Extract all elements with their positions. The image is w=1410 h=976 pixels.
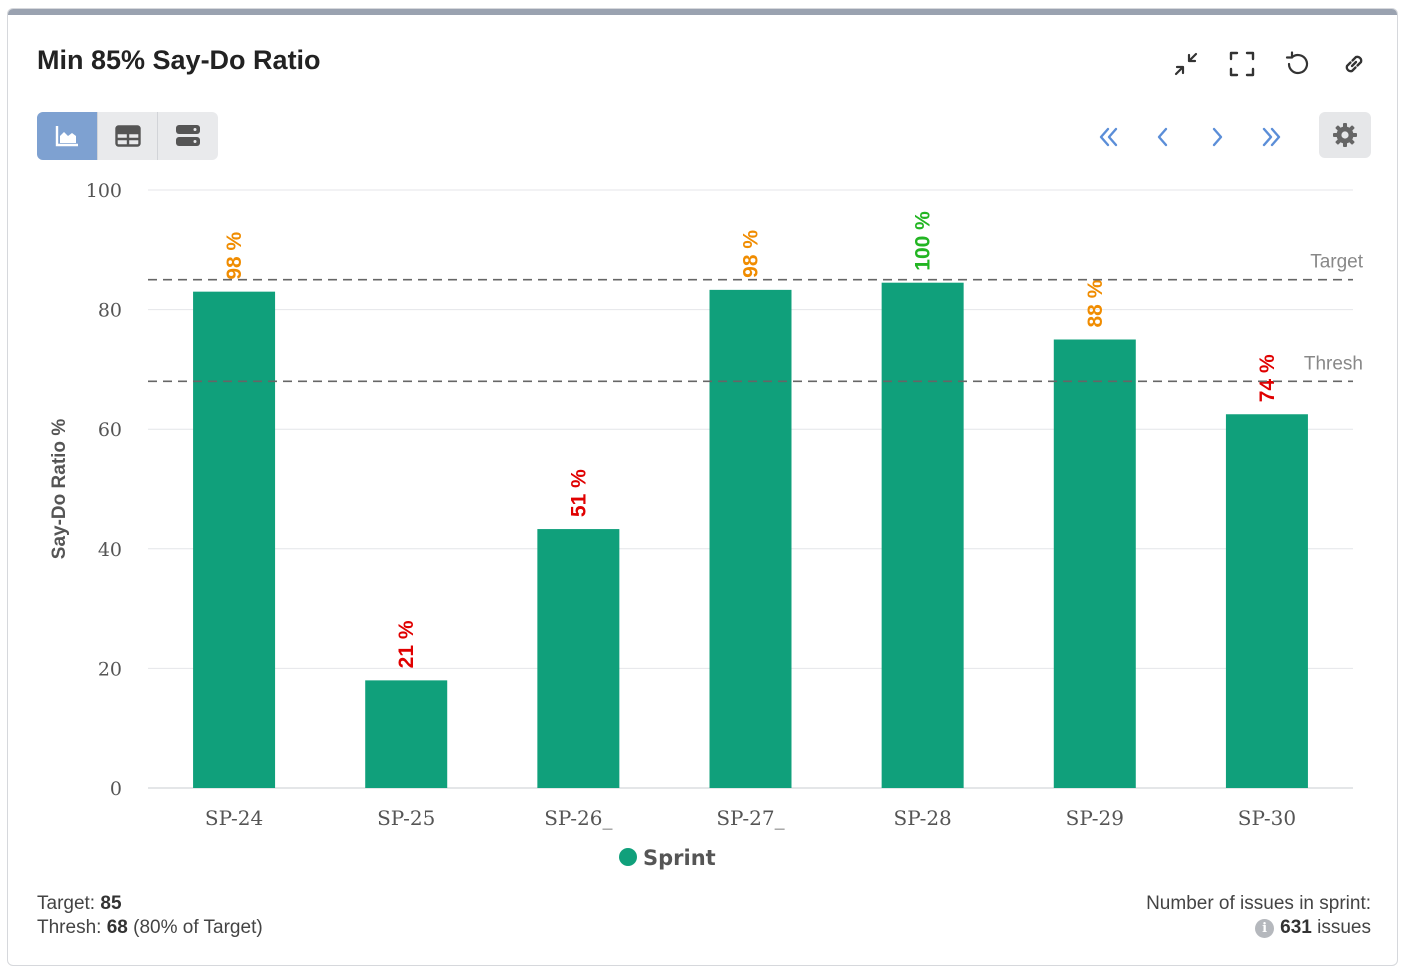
y-tick-label: 80 bbox=[98, 300, 122, 322]
y-axis-title: Say-Do Ratio % bbox=[49, 419, 70, 560]
data-label: 21 % bbox=[395, 620, 418, 668]
reference-line-label: Thresh bbox=[1304, 353, 1363, 374]
y-tick-label: 20 bbox=[98, 658, 122, 680]
table-view-button[interactable] bbox=[96, 112, 158, 160]
y-tick-label: 100 bbox=[86, 180, 122, 202]
issues-label: Number of issues in sprint: bbox=[1146, 893, 1371, 914]
data-label: 88 % bbox=[1084, 279, 1107, 327]
view-mode-toggle bbox=[37, 112, 218, 160]
server-list-icon bbox=[176, 125, 201, 146]
info-icon[interactable]: i bbox=[1255, 919, 1275, 938]
say-do-ratio-chart: 0 20 40 60 80 100 Say-Do Ratio % SP-24 98 % SP-25… bbox=[49, 180, 1364, 870]
x-tick-label: SP-26_ bbox=[544, 806, 612, 830]
collapse-icon[interactable] bbox=[1169, 47, 1203, 81]
thresh-line: Thresh: 68 (80% of Target) bbox=[37, 916, 263, 940]
target-line: Target: 85 bbox=[37, 892, 263, 916]
bar bbox=[881, 282, 964, 788]
footer-issues: Number of issues in sprint: i 631 issues bbox=[1146, 892, 1371, 940]
list-view-button[interactable] bbox=[157, 112, 218, 160]
bar bbox=[537, 529, 620, 788]
x-tick-label: SP-24 bbox=[205, 806, 263, 830]
bar bbox=[1225, 414, 1308, 788]
card-top-border bbox=[8, 9, 1397, 15]
reference-line-label: Target bbox=[1310, 252, 1364, 273]
data-label: 98 % bbox=[223, 231, 246, 279]
data-label: 51 % bbox=[567, 469, 590, 517]
chart-view-button[interactable] bbox=[37, 112, 97, 160]
x-tick-label: SP-30 bbox=[1238, 806, 1296, 830]
chevron-right-icon bbox=[1212, 127, 1223, 147]
data-label: 74 % bbox=[1256, 354, 1279, 402]
x-tick-label: SP-25 bbox=[377, 806, 435, 830]
x-tick-label: SP-28 bbox=[894, 806, 952, 830]
first-page-button[interactable] bbox=[1090, 119, 1128, 155]
y-tick-label: 60 bbox=[98, 419, 122, 441]
legend-label: Sprint bbox=[643, 846, 716, 870]
bar bbox=[709, 289, 792, 788]
y-tick-label: 0 bbox=[110, 778, 122, 800]
next-page-button[interactable] bbox=[1198, 119, 1236, 155]
chevron-left-icon bbox=[1157, 127, 1168, 147]
x-tick-label: SP-29 bbox=[1066, 806, 1124, 830]
issues-line: i 631 issues bbox=[1146, 916, 1371, 940]
bar bbox=[365, 680, 448, 788]
link-icon[interactable] bbox=[1337, 47, 1371, 81]
chart-card: Min 85% Say-Do Ratio bbox=[7, 8, 1398, 966]
header-actions bbox=[1169, 47, 1371, 81]
target-label: Target: bbox=[37, 893, 96, 914]
data-label: 98 % bbox=[740, 230, 763, 278]
issues-unit: issues bbox=[1317, 917, 1371, 938]
chart-title: Min 85% Say-Do Ratio bbox=[37, 45, 321, 75]
issues-value: 631 bbox=[1280, 917, 1312, 938]
y-tick-label: 40 bbox=[98, 539, 122, 561]
table-icon bbox=[114, 125, 141, 147]
fullscreen-icon[interactable] bbox=[1225, 47, 1259, 81]
thresh-note: (80% of Target) bbox=[133, 917, 263, 938]
previous-page-button[interactable] bbox=[1144, 119, 1182, 155]
gear-icon bbox=[1333, 123, 1357, 147]
double-chevron-right-icon bbox=[1262, 127, 1281, 147]
bar bbox=[193, 291, 276, 788]
settings-button[interactable] bbox=[1319, 112, 1371, 158]
refresh-icon[interactable] bbox=[1281, 47, 1315, 81]
footer-targets: Target: 85 Thresh: 68 (80% of Target) bbox=[37, 892, 263, 940]
area-chart-icon bbox=[55, 126, 78, 147]
x-tick-label: SP-27_ bbox=[716, 806, 784, 830]
data-label: 100 % bbox=[912, 211, 935, 271]
bar bbox=[1053, 339, 1136, 788]
double-chevron-left-icon bbox=[1099, 127, 1118, 147]
thresh-value: 68 bbox=[106, 917, 128, 938]
last-page-button[interactable] bbox=[1252, 119, 1290, 155]
target-value: 85 bbox=[100, 893, 122, 914]
legend-swatch bbox=[619, 848, 637, 866]
thresh-label: Thresh: bbox=[37, 917, 102, 938]
sprint-pager bbox=[1090, 119, 1290, 155]
